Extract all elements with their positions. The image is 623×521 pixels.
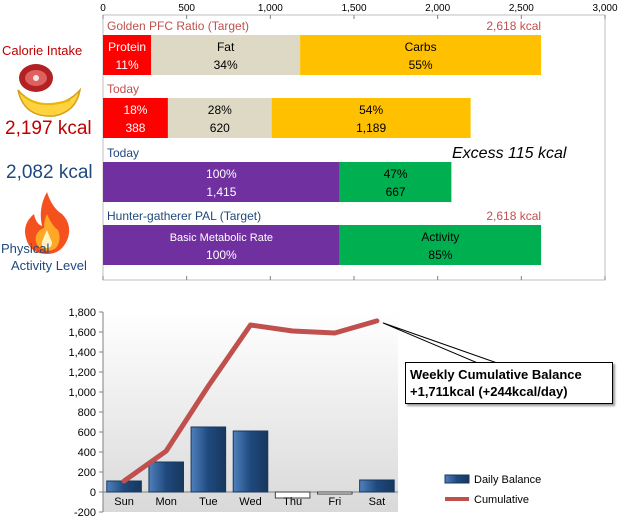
daily-balance-bar	[359, 479, 395, 493]
legend-label-cumulative: Cumulative	[474, 494, 529, 506]
bottom-y-tick-label: 1,800	[68, 307, 96, 319]
top-segment-label: Protein	[108, 40, 146, 54]
top-row-title: Golden PFC Ratio (Target)	[107, 19, 249, 33]
bottom-y-tick-label: 0	[90, 487, 96, 499]
top-bar-segment	[103, 35, 152, 75]
food-icon	[17, 64, 82, 117]
bottom-x-tick-label: Mon	[156, 496, 177, 508]
top-bar-segment	[300, 35, 542, 75]
bottom-x-tick-label: Sat	[369, 496, 386, 508]
top-bar-segment	[103, 98, 168, 138]
top-x-tick-label: 1,500	[341, 3, 366, 14]
top-segment-value: 620	[210, 121, 230, 135]
bottom-y-tick-label: 800	[78, 407, 96, 419]
top-row-title: Today	[107, 82, 139, 96]
top-segment-value: 100%	[206, 248, 237, 262]
top-segment-value: 1,189	[356, 121, 386, 135]
bottom-y-tick-label: 1,600	[68, 327, 96, 339]
callout-value: +1,711kcal (+244kcal/day)	[410, 384, 568, 399]
flame-icon	[25, 192, 70, 254]
daily-balance-bar	[190, 426, 227, 493]
top-x-tick-label: 3,000	[592, 3, 617, 14]
daily-balance-bar	[317, 491, 353, 495]
top-segment-value: 667	[386, 185, 406, 199]
excess-annotation: Excess 115 kcal	[452, 145, 567, 162]
top-segment-label: 47%	[384, 167, 408, 181]
top-row-title: Hunter-gatherer PAL (Target)	[107, 209, 261, 223]
daily-balance-bar	[274, 491, 311, 499]
top-segment-label: 54%	[359, 103, 383, 117]
bottom-x-tick-label: Tue	[199, 496, 218, 508]
bottom-x-tick-label: Fri	[328, 496, 341, 508]
top-x-tick-label: 2,000	[425, 3, 450, 14]
bottom-y-tick-label: 200	[78, 467, 96, 479]
top-segment-value: 1,415	[206, 185, 236, 199]
top-x-tick-label: 500	[178, 3, 195, 14]
top-bar-segment	[167, 98, 272, 138]
top-bar-segment	[103, 162, 340, 202]
top-segment-value: 85%	[428, 248, 452, 262]
top-segment-label: Fat	[217, 40, 235, 54]
pfc-pal-bar-chart: 0 500 1,000 1,500 2,000 2,500 3,000 Golden PFC …	[100, 3, 618, 281]
bottom-y-tick-label: 600	[78, 427, 96, 439]
daily-balance-bar	[232, 430, 269, 493]
bottom-y-tick-label: -200	[74, 507, 96, 519]
expenditure-value: 2,082 kcal	[6, 162, 93, 183]
top-segment-label: 100%	[206, 167, 237, 181]
top-segment-label: Activity	[421, 230, 459, 244]
top-bar-segment	[339, 162, 452, 202]
top-x-tick-label: 0	[100, 3, 106, 14]
pal-label-line2: Activity Level	[11, 258, 87, 273]
top-segment-value: 388	[125, 121, 145, 135]
bottom-y-tick-label: 1,400	[68, 347, 96, 359]
bottom-x-tick-label: Sun	[114, 496, 134, 508]
legend-swatch-daily-balance	[444, 474, 470, 484]
top-segment-value: 11%	[116, 58, 139, 72]
top-bar-segment	[339, 225, 542, 265]
top-row-title: Today	[107, 146, 139, 160]
callout-pointer	[382, 322, 501, 365]
bottom-y-tick-label: 1,200	[68, 367, 96, 379]
intake-value: 2,197 kcal	[5, 118, 92, 139]
top-segment-label: 18%	[123, 103, 147, 117]
top-segment-label: Carbs	[405, 40, 437, 54]
top-segment-label: 28%	[208, 103, 232, 117]
top-bar-segment	[103, 225, 340, 265]
daily-balance-bar	[148, 461, 184, 493]
top-bar-segment	[271, 98, 471, 138]
top-bar-segment	[151, 35, 301, 75]
top-segment-value: 34%	[214, 58, 238, 72]
bottom-y-tick-label: 1,000	[68, 387, 96, 399]
top-x-tick-label: 2,500	[509, 3, 534, 14]
top-x-tick-label: 1,000	[258, 3, 283, 14]
weekly-balance-callout: Weekly Cumulative Balance +1,711kcal (+2…	[405, 362, 613, 404]
top-row-total: 2,618 kcal	[486, 209, 541, 223]
pal-label-line1: Physical	[1, 241, 50, 256]
top-row-total: 2,618 kcal	[486, 19, 541, 33]
top-segment-value: 55%	[409, 58, 433, 72]
callout-title: Weekly Cumulative Balance	[410, 367, 582, 382]
bottom-y-tick-label: 400	[78, 447, 96, 459]
calorie-intake-label: Calorie Intake	[2, 43, 83, 58]
cumulative-line	[121, 318, 380, 484]
bottom-x-tick-label: Wed	[239, 496, 261, 508]
weekly-balance-chart: -200 0 200 400 600 800 1,000 1,200 1,400 1,600 1,8…	[68, 307, 541, 519]
bottom-x-tick-label: Thu	[283, 496, 302, 508]
top-segment-label: Basic Metabolic Rate	[170, 232, 273, 244]
legend-label-daily-balance: Daily Balance	[474, 474, 541, 486]
